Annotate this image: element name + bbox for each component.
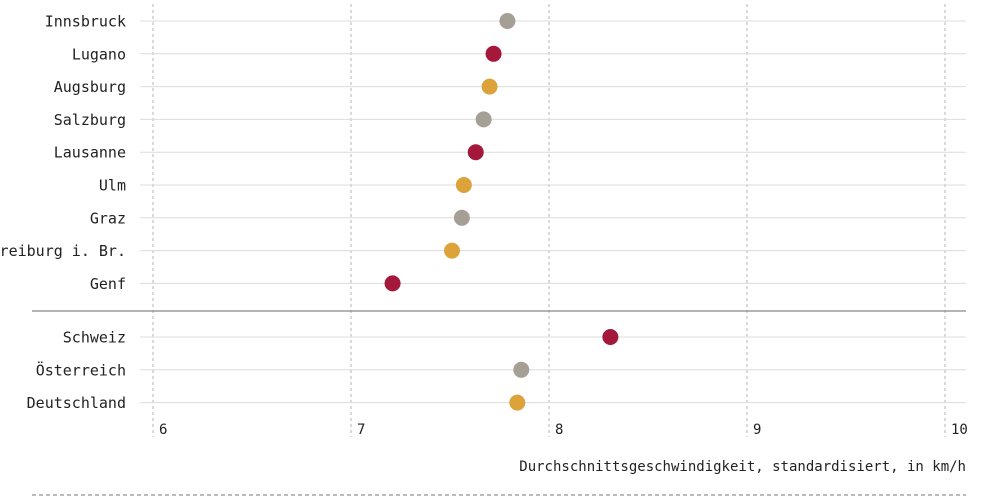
category-label-ulm: Ulm [99,177,126,195]
data-point-innsbruck [499,13,516,29]
data-point-lugano [485,45,502,62]
data-point-graz [453,209,470,226]
data-points [384,13,619,411]
category-label-graz: Graz [90,209,126,227]
category-label-lugano: Lugano [72,45,126,63]
category-label-lausanne: Lausanne [54,144,126,162]
category-labels: Innsbruck Lugano Augsburg Salzburg Lausanne U… [0,13,126,413]
x-tick-label-7: 7 [357,422,365,438]
category-label-genf: Genf [90,275,126,293]
x-axis-title: Durchschnittsgeschwindigkeit, standardis… [519,459,966,475]
grid [152,4,946,437]
category-label-salzburg: Salzburg [54,111,126,129]
row-lines [32,20,966,404]
x-tick-label-9: 9 [753,422,761,438]
data-point-genf [384,275,401,292]
data-point-deutschland [509,394,526,411]
data-point-augsburg [481,78,498,95]
category-label-deutschland: Deutschland [27,394,126,412]
category-label-schweiz: Schweiz [63,329,126,347]
data-point-salzburg [475,111,492,128]
data-point-ulm [455,177,472,193]
category-label-osterreich: Österreich [36,360,126,379]
x-axis-ticks: 6 7 8 9 10 [159,422,968,438]
data-point-lausanne [467,144,484,161]
data-point-freiburg-i-br [443,242,460,259]
category-label-innsbruck: Innsbruck [45,13,126,31]
data-point-schweiz [602,329,619,345]
data-point-osterreich [513,361,530,378]
category-label-augsburg: Augsburg [54,78,126,96]
x-tick-label-10: 10 [951,422,968,438]
category-label-freiburg-i-br: Freiburg i. Br. [0,242,126,260]
x-tick-label-8: 8 [555,422,563,438]
x-tick-label-6: 6 [159,422,167,438]
